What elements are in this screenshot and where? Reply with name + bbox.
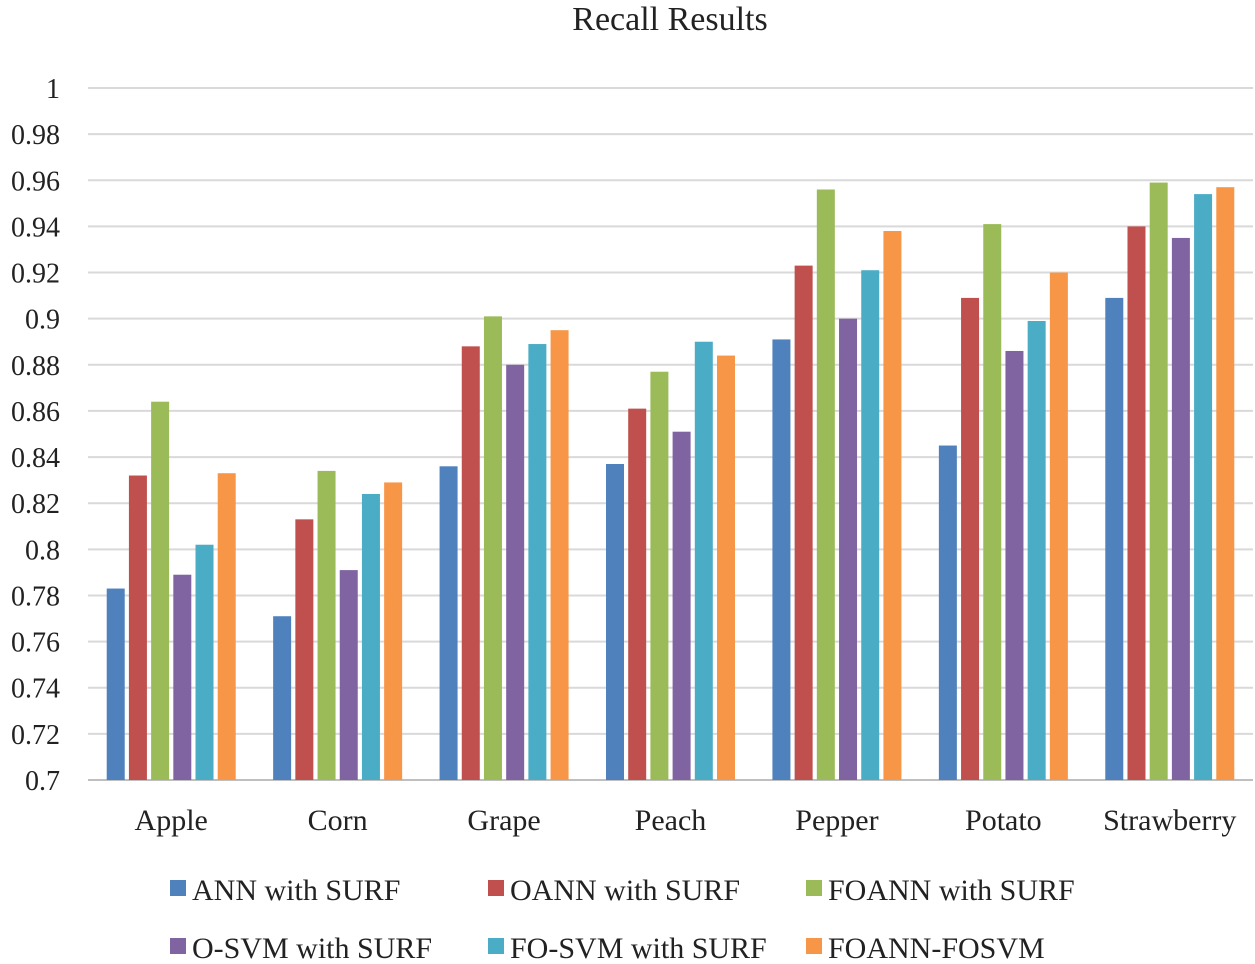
y-axis-ticks: 1 0.98 0.96 0.94 0.92 0.9 0.88 0.86 0.84 0.82 0.8 0…: [11, 74, 60, 797]
legend-swatch: [488, 880, 504, 896]
bar: [961, 297, 980, 780]
legend-label: O-SVM with SURF: [192, 932, 432, 964]
bar: [173, 574, 192, 780]
bar: [1005, 350, 1024, 780]
bar: [794, 265, 813, 780]
bar: [1194, 194, 1213, 780]
legend-swatch: [170, 938, 186, 954]
x-tick-label: Corn: [308, 804, 368, 837]
legend-label: OANN with SURF: [510, 874, 740, 907]
x-tick-label: Apple: [135, 804, 208, 837]
gridlines: [88, 87, 1253, 781]
y-tick-label: 0.84: [11, 443, 60, 474]
legend-label: ANN with SURF: [192, 874, 400, 907]
bar: [839, 318, 858, 780]
y-tick-label: 0.9: [25, 305, 60, 336]
legend-swatch: [806, 938, 822, 954]
bar: [128, 475, 147, 780]
bar: [606, 463, 624, 780]
y-tick-label: 0.82: [11, 489, 60, 520]
bar: [339, 570, 358, 780]
bar: [317, 470, 336, 780]
bar: [1171, 237, 1190, 780]
y-tick-label: 0.98: [11, 120, 60, 151]
bar: [461, 346, 480, 780]
bar: [1216, 187, 1235, 781]
x-tick-label: Grape: [467, 804, 540, 837]
legend-swatch: [170, 880, 186, 896]
x-axis-ticks: Apple Corn Grape Peach Pepper Potato Strawberr…: [135, 804, 1237, 837]
y-tick-label: 0.72: [11, 720, 60, 751]
bar: [650, 371, 669, 780]
bar: [217, 473, 236, 780]
bar: [1027, 320, 1046, 780]
y-tick-label: 0.78: [11, 581, 60, 612]
legend-label: FOANN-FOSVM: [828, 932, 1045, 964]
bar: [384, 482, 403, 780]
legend-swatch: [806, 880, 822, 896]
bar: [883, 231, 902, 781]
bar: [938, 445, 957, 780]
bar: [273, 616, 292, 780]
y-tick-label: 0.96: [11, 166, 60, 197]
bar: [195, 544, 214, 780]
bar: [717, 355, 735, 780]
bar: [861, 270, 880, 780]
bar: [106, 588, 125, 780]
bar: [772, 339, 791, 780]
bar: [550, 330, 569, 780]
bar: [1105, 297, 1124, 780]
bar: [361, 493, 380, 780]
legend-label: FOANN with SURF: [828, 874, 1075, 907]
y-tick-label: 0.8: [25, 535, 60, 566]
bar: [672, 431, 691, 780]
y-tick-label: 0.74: [11, 674, 60, 705]
y-tick-label: 0.88: [11, 351, 60, 382]
bar: [506, 364, 525, 780]
x-tick-label: Potato: [965, 804, 1042, 837]
bar: [628, 408, 647, 780]
chart-title: Recall Results: [572, 1, 767, 38]
bars: [106, 182, 1235, 781]
x-tick-label: Pepper: [795, 804, 878, 837]
x-tick-label: Strawberry: [1103, 804, 1236, 837]
y-tick-label: 0.92: [11, 259, 60, 290]
y-tick-label: 1: [46, 74, 60, 105]
legend-label: FO-SVM with SURF: [510, 932, 767, 964]
y-tick-label: 0.7: [25, 766, 60, 797]
bar: [151, 401, 170, 780]
legend: ANN with SURF OANN with SURF FOANN with SU…: [170, 874, 1075, 964]
bar: [1127, 226, 1146, 780]
x-tick-label: Peach: [635, 804, 707, 837]
bar: [439, 466, 458, 780]
bar: [483, 316, 502, 780]
y-tick-label: 0.76: [11, 628, 60, 659]
bar: [983, 224, 1002, 781]
y-tick-label: 0.86: [11, 397, 60, 428]
bar: [528, 344, 547, 780]
bar: [1049, 272, 1068, 780]
bar: [694, 341, 713, 780]
y-tick-label: 0.94: [11, 212, 60, 243]
bar: [816, 189, 835, 780]
bar: [1149, 182, 1168, 780]
legend-swatch: [488, 938, 504, 954]
bar: [295, 519, 314, 780]
